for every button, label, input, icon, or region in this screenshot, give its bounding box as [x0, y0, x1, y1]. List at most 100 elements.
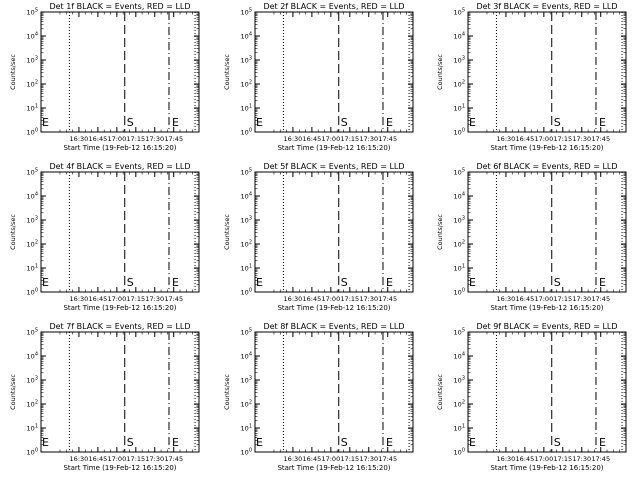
y-tick-label: 102 — [454, 80, 465, 89]
x-tick-label: 17:15 — [340, 135, 359, 143]
plot-frame — [467, 11, 627, 133]
y-tick-base: 10 — [454, 33, 462, 41]
y-tick-exponent: 5 — [462, 8, 465, 14]
panel-title: Det 2f BLACK = Events, RED = LLD — [263, 2, 404, 11]
y-tick-label: 101 — [27, 424, 38, 433]
y-tick-exponent: 4 — [35, 192, 38, 198]
y-axis-label: Counts/sec — [9, 214, 17, 250]
plot-frame — [467, 331, 627, 453]
x-tick-label: 16:45 — [516, 455, 535, 463]
y-tick-label: 104 — [241, 352, 252, 361]
x-tick-label: 17:00 — [107, 455, 126, 463]
plot-frame — [40, 331, 200, 453]
x-tick-label: 16:30 — [70, 135, 89, 143]
y-tick-label: 100 — [27, 128, 38, 137]
end-marker: E — [42, 276, 49, 289]
y-axis-label: Counts/sec — [9, 374, 17, 410]
y-axis-label: Counts/sec — [9, 54, 17, 90]
y-tick-base: 10 — [241, 105, 249, 113]
x-tick-label: 17:30 — [359, 295, 378, 303]
y-tick-base: 10 — [241, 401, 249, 409]
y-tick-label: 101 — [27, 104, 38, 113]
x-axis-label: Start Time (19-Feb-12 16:15:20) — [490, 144, 603, 152]
y-tick-label: 105 — [27, 328, 38, 337]
y-tick-base: 10 — [241, 217, 249, 225]
y-tick-base: 10 — [241, 377, 249, 385]
end-marker: E — [599, 436, 606, 449]
x-tick-label: 17:15 — [340, 455, 359, 463]
y-tick-exponent: 1 — [35, 424, 38, 430]
y-tick-exponent: 0 — [35, 128, 38, 134]
y-tick-label: 100 — [454, 288, 465, 297]
x-tick-label: 16:30 — [497, 135, 516, 143]
x-axis-label: Start Time (19-Feb-12 16:15:20) — [277, 144, 390, 152]
y-tick-label: 101 — [241, 104, 252, 113]
y-tick-exponent: 2 — [35, 80, 38, 86]
end-marker: E — [469, 116, 476, 129]
y-tick-base: 10 — [454, 353, 462, 361]
y-axis-label: Counts/sec — [436, 214, 444, 250]
y-tick-base: 10 — [454, 425, 462, 433]
x-tick-label: 17:15 — [553, 295, 572, 303]
y-tick-base: 10 — [27, 241, 35, 249]
y-tick-label: 105 — [241, 8, 252, 17]
end-marker: E — [256, 276, 263, 289]
detector-panel: Det 8f BLACK = Events, RED = LLD10010110… — [223, 322, 414, 472]
x-tick-label: 16:30 — [70, 455, 89, 463]
x-tick-label: 17:00 — [534, 135, 553, 143]
y-tick-label: 103 — [454, 216, 465, 225]
y-tick-base: 10 — [454, 377, 462, 385]
y-tick-exponent: 0 — [462, 448, 465, 454]
y-tick-label: 100 — [454, 128, 465, 137]
y-tick-label: 104 — [27, 352, 38, 361]
end-marker: E — [172, 436, 179, 449]
y-tick-label: 101 — [454, 424, 465, 433]
detector-panel: Det 1f BLACK = Events, RED = LLD10010110… — [9, 2, 200, 152]
y-tick-label: 104 — [241, 32, 252, 41]
detector-panel: Det 3f BLACK = Events, RED = LLD10010110… — [436, 2, 627, 152]
y-tick-label: 101 — [241, 424, 252, 433]
y-axis-label: Counts/sec — [223, 214, 231, 250]
x-tick-label: 17:45 — [591, 295, 610, 303]
y-tick-exponent: 0 — [35, 288, 38, 294]
y-tick-label: 100 — [241, 288, 252, 297]
detector-panel: Det 9f BLACK = Events, RED = LLD10010110… — [436, 322, 627, 472]
y-tick-base: 10 — [27, 105, 35, 113]
x-tick-label: 17:30 — [359, 135, 378, 143]
plot-frame — [254, 171, 414, 293]
x-tick-label: 17:30 — [145, 455, 164, 463]
end-marker: E — [599, 276, 606, 289]
x-axis-label: Start Time (19-Feb-12 16:15:20) — [490, 464, 603, 472]
y-tick-base: 10 — [27, 353, 35, 361]
y-tick-exponent: 5 — [249, 168, 252, 174]
y-tick-exponent: 3 — [249, 376, 252, 382]
y-tick-label: 101 — [454, 264, 465, 273]
x-axis-label: Start Time (19-Feb-12 16:15:20) — [63, 304, 176, 312]
y-tick-exponent: 3 — [249, 56, 252, 62]
y-tick-label: 105 — [27, 8, 38, 17]
y-tick-label: 102 — [241, 400, 252, 409]
start-marker: S — [341, 116, 348, 129]
panel-title: Det 4f BLACK = Events, RED = LLD — [49, 162, 190, 171]
y-tick-base: 10 — [241, 449, 249, 457]
y-tick-label: 105 — [241, 168, 252, 177]
detector-panel: Det 5f BLACK = Events, RED = LLD10010110… — [223, 162, 414, 312]
start-marker: S — [127, 116, 134, 129]
y-tick-exponent: 4 — [35, 32, 38, 38]
y-tick-exponent: 4 — [35, 352, 38, 358]
x-tick-label: 17:45 — [164, 295, 183, 303]
y-tick-label: 102 — [454, 240, 465, 249]
y-tick-exponent: 1 — [249, 424, 252, 430]
y-tick-label: 104 — [27, 192, 38, 201]
x-tick-label: 17:00 — [321, 295, 340, 303]
y-tick-label: 104 — [454, 32, 465, 41]
y-tick-base: 10 — [454, 9, 462, 17]
end-marker: E — [386, 436, 393, 449]
y-tick-base: 10 — [241, 9, 249, 17]
x-tick-label: 17:45 — [378, 455, 397, 463]
panel-title: Det 5f BLACK = Events, RED = LLD — [263, 162, 404, 171]
y-tick-base: 10 — [454, 193, 462, 201]
x-tick-label: 16:45 — [303, 135, 322, 143]
start-marker: S — [554, 436, 561, 449]
y-tick-base: 10 — [27, 193, 35, 201]
